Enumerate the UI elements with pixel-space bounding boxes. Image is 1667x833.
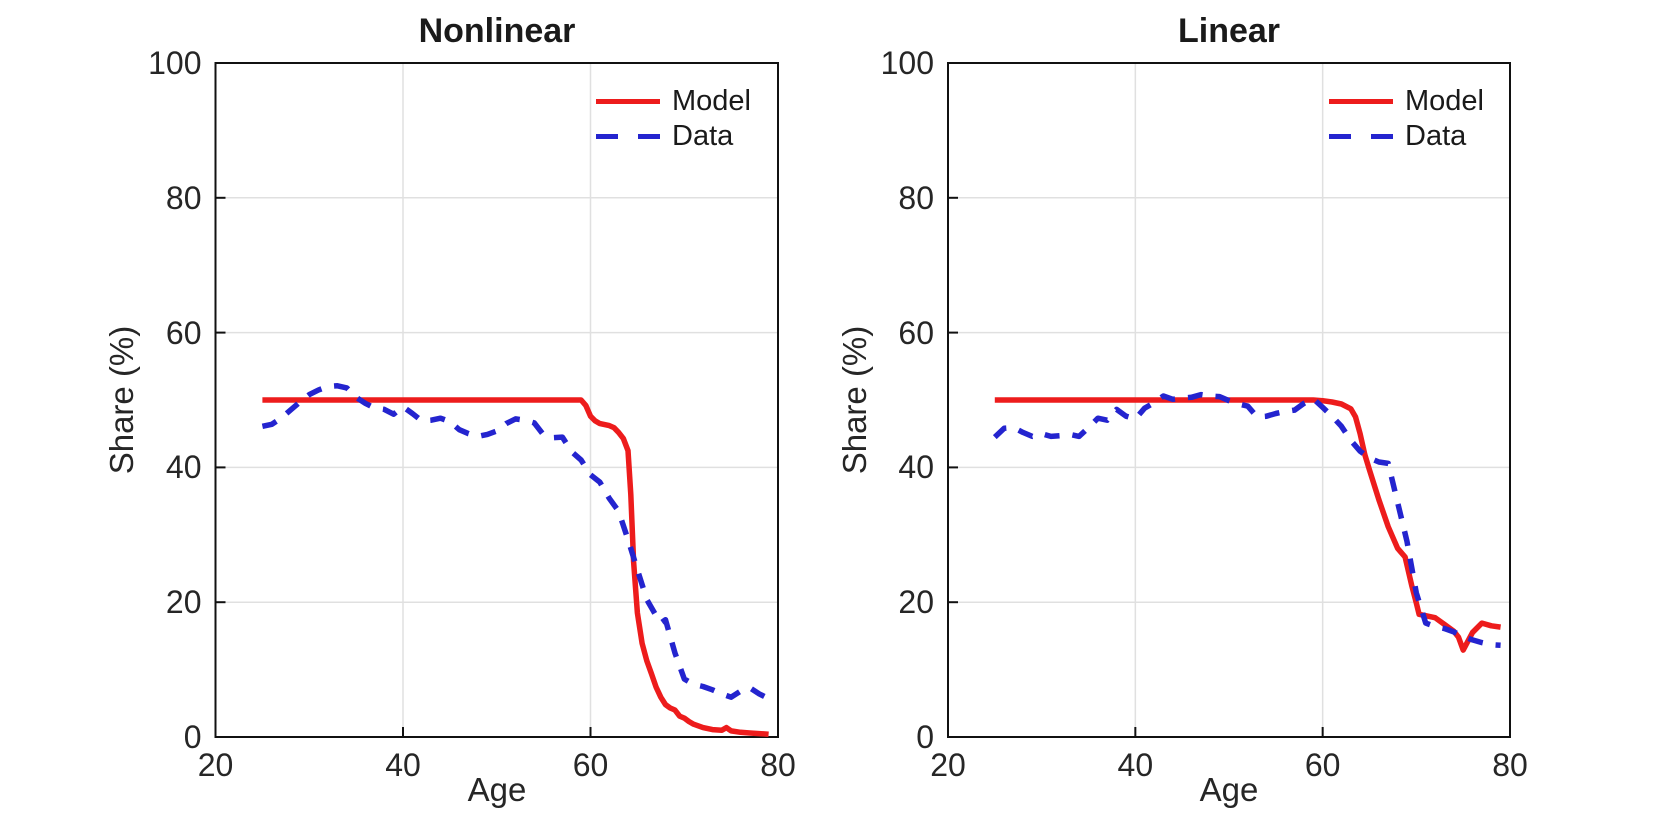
legend-entry-data: Data	[1329, 119, 1484, 154]
x-tick-label: 40	[385, 747, 421, 783]
legend-label-model: Model	[1405, 85, 1484, 117]
legend-entry-model: Model	[1329, 84, 1484, 119]
y-tick-label: 80	[165, 179, 202, 216]
y-tick-label: 100	[148, 45, 202, 81]
legend-nonlinear: Model Data	[596, 84, 751, 154]
axes-box	[947, 62, 1511, 738]
y-axis-label-right: Share (%)	[836, 325, 873, 475]
legend-label-model: Model	[672, 85, 751, 117]
y-tick-label: 60	[898, 314, 934, 351]
legend-linear: Model Data	[1329, 84, 1484, 154]
data-line-linear	[992, 391, 1501, 649]
legend-label-data: Data	[1405, 120, 1467, 152]
data-line-nonlinear	[261, 383, 770, 702]
x-tick-label: 80	[1492, 747, 1528, 783]
x-tick-label: 40	[1117, 747, 1154, 783]
axes-box	[214, 62, 779, 738]
model-line-linear	[994, 397, 1501, 653]
y-tick-label: 0	[183, 719, 202, 755]
legend-entry-model: Model	[596, 84, 751, 119]
x-axis-label-right: Age	[1199, 771, 1259, 808]
y-tick-label: 20	[898, 584, 934, 621]
y-tick-label: 0	[916, 719, 934, 755]
data-line-sample	[596, 134, 660, 139]
y-tick-label: 40	[165, 449, 202, 486]
y-tick-label: 40	[898, 449, 934, 486]
y-axis-label-left: Share (%)	[103, 325, 140, 475]
model-line-sample	[1329, 99, 1393, 104]
y-tick-label: 60	[165, 314, 202, 351]
legend-label-data: Data	[672, 120, 734, 152]
x-tick-label: 20	[197, 747, 234, 783]
x-axis-label-left: Age	[467, 771, 527, 808]
y-tick-label: 20	[165, 584, 202, 621]
panel-title-nonlinear: Nonlinear	[418, 12, 576, 50]
panel-title-linear: Linear	[1177, 12, 1281, 50]
y-tick-label: 80	[898, 179, 934, 216]
x-tick-label: 60	[1304, 747, 1341, 783]
x-tick-label: 60	[572, 747, 609, 783]
model-line-nonlinear	[262, 397, 769, 738]
model-line-sample	[596, 99, 660, 104]
data-line-sample	[1329, 134, 1393, 139]
y-tick-label: 100	[880, 45, 934, 81]
legend-entry-data: Data	[596, 119, 751, 154]
x-tick-label: 80	[760, 747, 796, 783]
x-tick-label: 20	[930, 747, 966, 783]
